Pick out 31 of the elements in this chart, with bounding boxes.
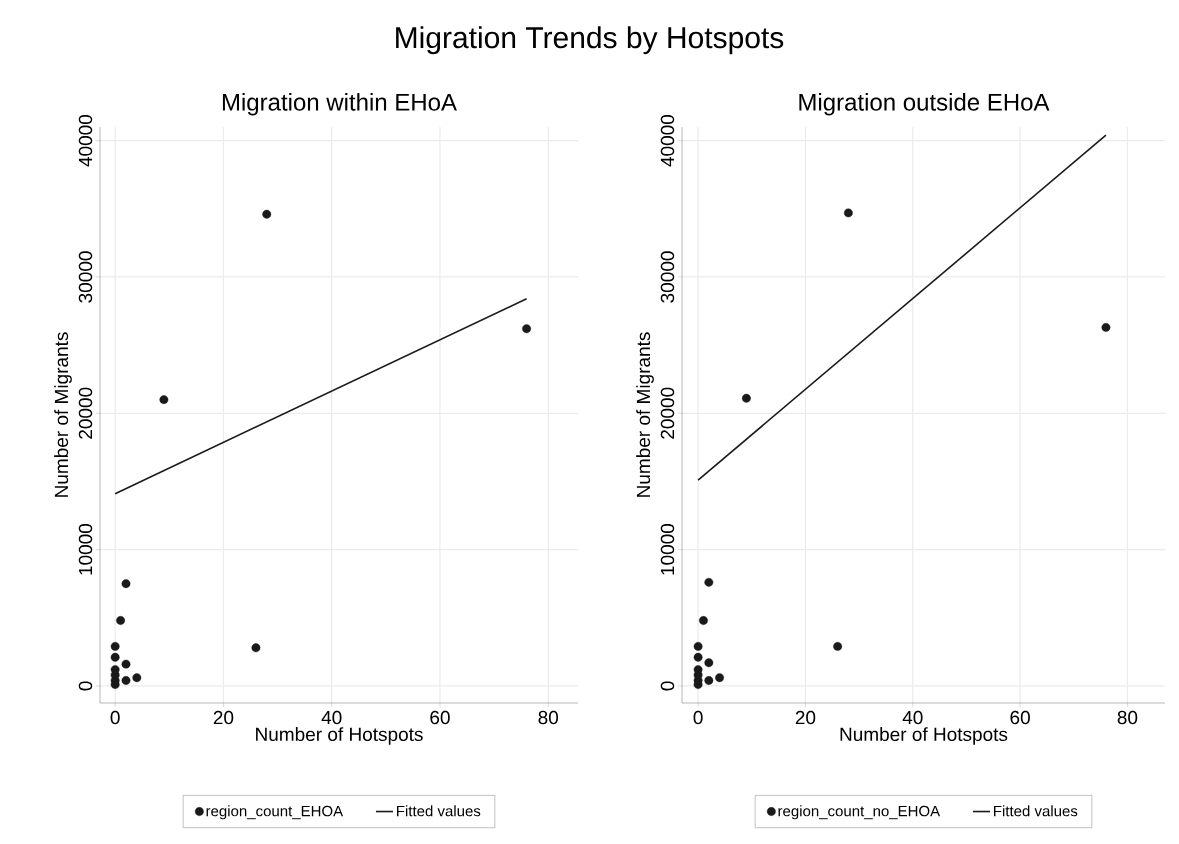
chart-title: Migration Trends by Hotspots (396, 26, 784, 55)
x-axis-title: Number of Hotspots (256, 727, 423, 745)
y-axis-title: Number of Migrants (54, 332, 72, 497)
x-tick-label: 80 (1117, 710, 1138, 725)
y-tick-label: 20000 (660, 387, 675, 439)
legend-label: Fitted values (397, 805, 481, 817)
y-tick-label: 0 (78, 681, 93, 691)
y-tick-label: 30000 (78, 251, 93, 303)
legend-label: Fitted values (994, 805, 1078, 817)
x-tick-label: 0 (693, 710, 703, 725)
x-tick-label: 60 (430, 710, 450, 725)
legend-label: region_count_no_EHOA (778, 805, 941, 820)
x-tick-label: 20 (795, 710, 816, 725)
chart-subtitle: Migration within EHoA (222, 93, 457, 116)
legend-label: region_count_EHOA (206, 805, 344, 820)
y-tick-label: 0 (660, 681, 675, 691)
x-tick-label: 40 (321, 710, 342, 725)
x-tick-label: 40 (902, 710, 923, 725)
y-tick-label: 30000 (660, 251, 675, 303)
y-tick-label: 10000 (78, 523, 93, 575)
x-tick-label: 20 (213, 710, 234, 725)
y-tick-label: 10000 (660, 523, 675, 575)
y-tick-label: 40000 (78, 114, 93, 167)
chart-subtitle: Migration outside EHoA (799, 93, 1050, 116)
x-tick-label: 60 (1010, 710, 1030, 725)
x-tick-label: 80 (538, 710, 559, 725)
y-tick-label: 20000 (78, 387, 93, 439)
y-axis-title: Number of Migrants (636, 332, 654, 497)
y-tick-label: 40000 (660, 114, 675, 167)
x-axis-title: Number of Hotspots (840, 727, 1008, 745)
x-tick-label: 0 (110, 710, 120, 725)
